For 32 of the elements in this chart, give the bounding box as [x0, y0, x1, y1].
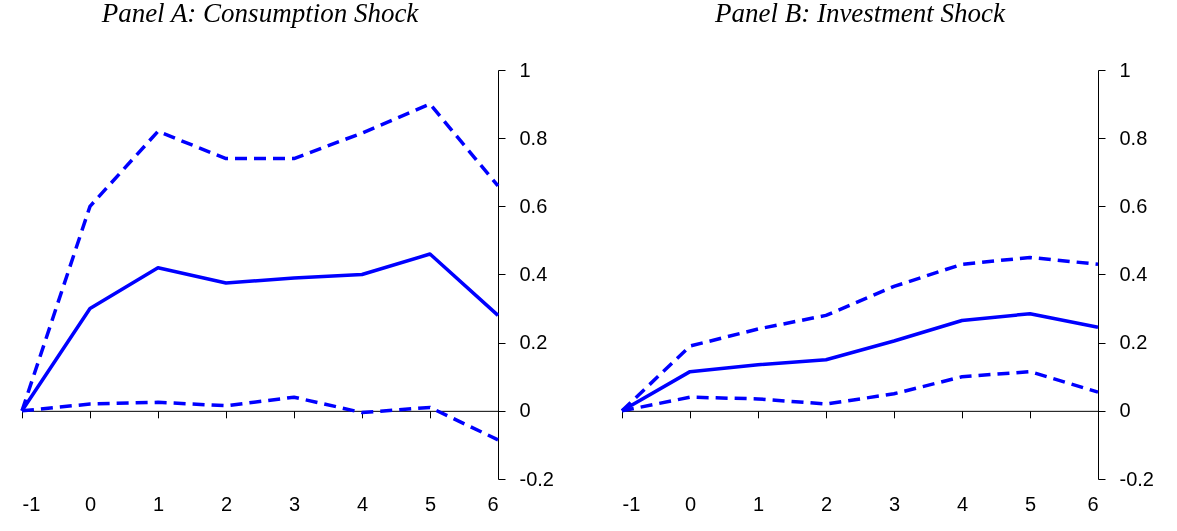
- x-tick-label: 1: [152, 492, 165, 515]
- chart-title: Panel B: Investment Shock: [713, 0, 1007, 28]
- y-tick-label: 0.8: [519, 126, 548, 149]
- x-tick-label: 0: [84, 492, 97, 515]
- x-tick-label: 2: [220, 492, 233, 515]
- chart-title: Panel A: Consumption Shock: [100, 0, 420, 28]
- y-tick-label: 0.4: [519, 263, 548, 285]
- x-tick-label: -1: [622, 492, 641, 515]
- y-tick-label: 1: [519, 58, 531, 81]
- x-tick-label: 4: [956, 492, 969, 515]
- y-tick-label: 0: [519, 399, 531, 422]
- x-tick-label: 2: [820, 492, 833, 515]
- x-tick-label: 3: [888, 492, 901, 515]
- y-tick-label: 0.2: [519, 331, 548, 354]
- y-tick-label: 0.4: [1119, 263, 1148, 285]
- y-tick-label: 1: [1119, 58, 1131, 81]
- x-tick-label: 1: [752, 492, 765, 515]
- x-tick-label: 5: [1024, 492, 1037, 515]
- y-tick-label: 0.8: [1119, 126, 1148, 149]
- x-tick-label: 4: [356, 492, 369, 515]
- y-tick-label: 0.2: [1119, 331, 1148, 354]
- x-tick-label: 6: [1087, 492, 1099, 515]
- y-tick-label: 0: [1119, 399, 1131, 422]
- x-tick-label: 6: [487, 492, 499, 515]
- y-tick-label: -0.2: [519, 467, 554, 490]
- x-tick-label: 3: [288, 492, 301, 515]
- y-tick-label: 0.6: [519, 194, 548, 217]
- x-tick-label: -1: [22, 492, 41, 515]
- x-tick-label: 0: [684, 492, 697, 515]
- y-tick-label: 0.6: [1119, 194, 1148, 217]
- x-tick-label: 5: [424, 492, 437, 515]
- y-tick-label: -0.2: [1119, 467, 1154, 490]
